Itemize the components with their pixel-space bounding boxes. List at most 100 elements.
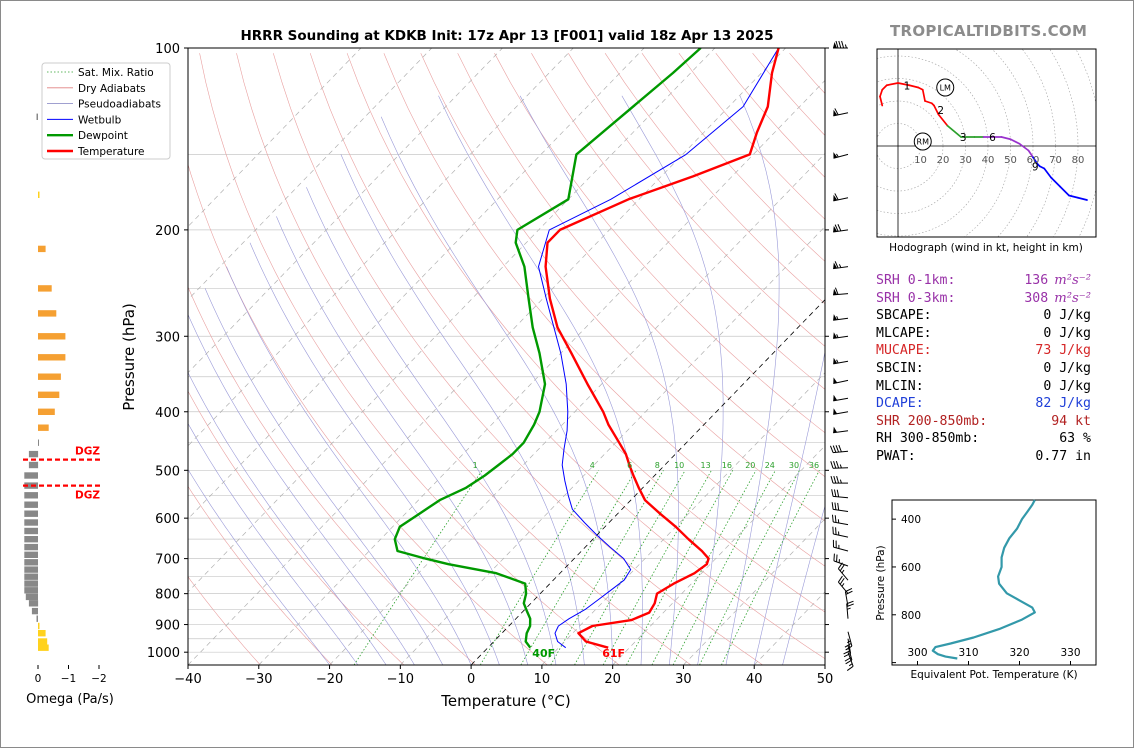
wind-barb [837, 562, 849, 581]
theta-e-x-tick-label: 300 [907, 647, 927, 659]
hodograph-segment [1018, 142, 1030, 152]
hodograph-ring-label: 40 [982, 155, 995, 166]
pseudoadiabat-line [782, 504, 825, 665]
wind-barb-flag [845, 587, 853, 593]
x-tick-label: 0 [467, 672, 475, 687]
legend-entry-label: Wetbulb [78, 114, 122, 126]
pseudoadiabat-line [276, 216, 528, 665]
wind-barb-flag [829, 445, 834, 453]
hodograph-ring-label: 10 [914, 155, 927, 166]
omega-bar [28, 450, 39, 458]
hodograph-segment [933, 104, 940, 116]
wind-barb [833, 314, 849, 321]
y-tick-label: 300 [155, 330, 180, 345]
omega-bar [24, 492, 38, 499]
wind-barb-pennant [833, 426, 838, 433]
wind-barb-flag [832, 526, 834, 535]
pseudoadiabat-line [306, 187, 557, 665]
hodograph-segment [1032, 156, 1039, 165]
wind-barb-flag [837, 502, 840, 511]
stats-label: SRH 0-1km: [876, 273, 956, 288]
dry-adiabat-line [457, 53, 825, 478]
wind-barb-flag [836, 475, 840, 484]
wind-barb-half-flag [838, 531, 840, 536]
omega-bar [38, 354, 66, 361]
omega-bar [24, 587, 38, 594]
temperature-profile-line [544, 48, 780, 649]
wind-barb-pennant [833, 314, 838, 321]
hodograph-segment [881, 84, 888, 91]
wind-barb-half-flag [838, 544, 840, 549]
storm-motion-marker [936, 78, 955, 97]
omega-tick-label: −1 [61, 673, 76, 685]
mixing-ratio-line [672, 470, 776, 665]
wind-barb-flag [832, 539, 835, 548]
hodograph-height-label: 1 [904, 80, 911, 92]
hodograph-segment [924, 100, 933, 105]
hodograph-segment [879, 88, 884, 98]
mixing-ratio-label: 10 [674, 461, 684, 470]
wind-barb-shaft [833, 533, 849, 538]
hodograph-segment [1050, 176, 1061, 188]
pseudoadiabat-line [188, 371, 387, 665]
wind-barb-flag [834, 502, 837, 510]
omega-panel: DGZ DGZ 0 −1 −2 Omega (Pa/s) [23, 113, 114, 707]
dry-adiabat-line [188, 390, 405, 665]
omega-bar [24, 580, 38, 587]
omega-bar [38, 391, 60, 398]
hodograph-segment [1027, 149, 1034, 159]
stats-label: SBCAPE: [876, 308, 932, 324]
wind-barb [833, 40, 848, 49]
omega-bar [24, 501, 38, 508]
wind-barb [833, 408, 849, 415]
omega-bar [24, 566, 38, 573]
wind-barb-half-flag [848, 663, 853, 667]
surface-temperature-label: 61F [602, 647, 625, 660]
wind-barb-flag [835, 540, 837, 548]
pseudoadiabat-line [226, 266, 472, 665]
wind-barb-flag [831, 514, 834, 523]
isotherm-line [188, 48, 503, 374]
wind-barb-flag [846, 665, 854, 671]
hodograph-caption: Hodograph (wind in kt, height in km) [889, 242, 1083, 254]
hodograph-ring-label: 50 [1004, 155, 1017, 166]
stats-value: 0 J/kg [1043, 360, 1091, 378]
wind-barb [846, 600, 854, 619]
wind-barb-pennant [833, 377, 838, 384]
wind-barb-flag [836, 489, 840, 497]
stats-value-number: 82 J/kg [1035, 396, 1091, 412]
stats-row: PWAT: 0.77 in [876, 448, 1091, 466]
wind-barb-half-flag [839, 479, 842, 484]
stats-value-number: 0 J/kg [1043, 308, 1091, 324]
y-tick-label: 1000 [147, 646, 180, 661]
omega-tick-label: −2 [91, 673, 106, 685]
hodograph-segment [897, 82, 911, 87]
omega-bar [36, 615, 38, 622]
wind-barb-pennant [833, 42, 837, 48]
wind-barb-pennant [833, 194, 838, 201]
pseudoadiabat-line [340, 154, 585, 665]
theta-e-panel: 300 310 320 330 400 600 800 Equivalent Pot. Te… [875, 499, 1097, 681]
hodograph-segment [1059, 185, 1070, 197]
legend-entry-label: Temperature [77, 146, 145, 158]
wind-barb-flag [839, 564, 845, 572]
legend-box [41, 62, 171, 160]
stats-row: SHR 200-850mb: 94 kt [876, 413, 1091, 431]
mixing-ratio-line [353, 470, 483, 665]
dgz-label: DGZ [75, 490, 100, 502]
pseudoadiabat-line [519, 95, 679, 665]
mixing-ratio-label: 6 [627, 461, 632, 470]
dry-adiabat-line [383, 53, 825, 567]
wind-barb-shaft [833, 317, 849, 321]
stats-value-number: 94 kt [1051, 413, 1091, 429]
dry-adiabat-line [604, 53, 825, 305]
mixing-ratio-line [479, 470, 600, 665]
hodograph-ring-label: 70 [1049, 155, 1062, 166]
dry-adiabat-line [531, 53, 825, 390]
wind-barb-flag [841, 40, 845, 49]
pseudoadiabat-line [725, 95, 780, 665]
wind-barb [833, 394, 849, 402]
pseudoadiabat-line [188, 313, 415, 665]
hodograph-ring-label: 60 [1027, 155, 1040, 166]
theta-e-ylabel: Pressure (hPa) [875, 545, 887, 620]
